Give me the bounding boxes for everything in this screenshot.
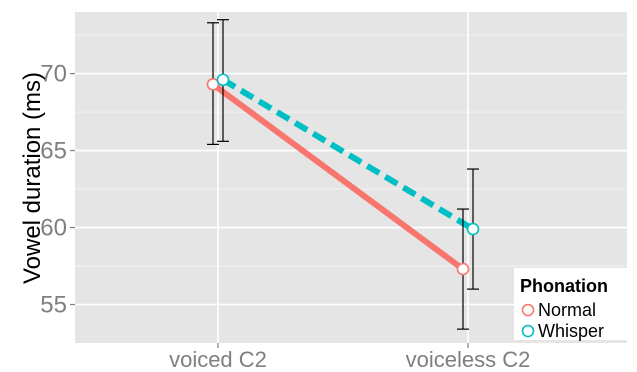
- x-tick-label: voiced C2: [169, 347, 267, 372]
- y-axis-title: Vowel duration (ms): [19, 72, 46, 284]
- series-line-normal: [211, 81, 465, 272]
- data-point-normal: [456, 262, 470, 276]
- legend-key-normal: [521, 303, 535, 317]
- x-tick-label: voiceless C2: [406, 347, 531, 372]
- legend-key-whisper: [521, 324, 535, 338]
- axes: 55 60 65 70 voiced C2 voiceless C2: [40, 61, 530, 372]
- legend-title: Phonation: [520, 276, 608, 296]
- y-tick-label: 60: [40, 215, 67, 242]
- y-tick-label: 55: [40, 292, 67, 319]
- y-tick-label: 65: [40, 138, 67, 165]
- legend-label-whisper: Whisper: [538, 321, 604, 341]
- legend-label-normal: Normal: [538, 300, 596, 320]
- y-tick-label: 70: [40, 61, 67, 88]
- data-point-normal: [206, 78, 220, 91]
- data-point-whisper: [216, 73, 230, 87]
- data-point-whisper: [466, 222, 480, 236]
- series-layer: [206, 19, 480, 330]
- series-line-whisper: [221, 77, 475, 232]
